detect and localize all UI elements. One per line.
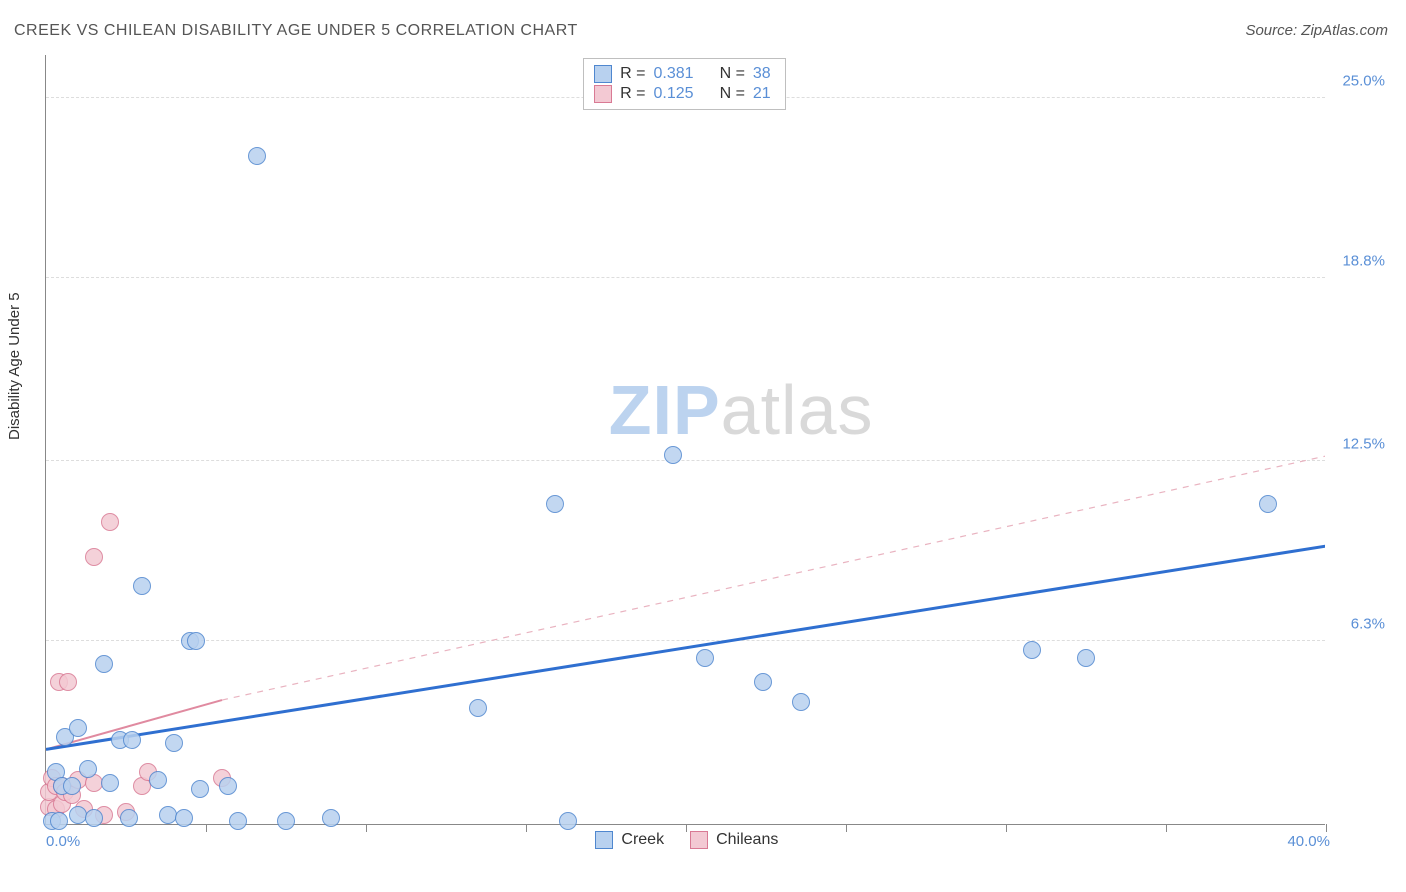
data-point <box>559 812 577 830</box>
y-tick-label: 12.5% <box>1330 435 1385 452</box>
data-point <box>165 734 183 752</box>
trend-line <box>222 456 1325 700</box>
y-tick-label: 25.0% <box>1330 72 1385 89</box>
data-point <box>1023 641 1041 659</box>
legend-item: Chileans <box>690 831 778 849</box>
stats-r-label: R = <box>620 85 645 103</box>
data-point <box>101 513 119 531</box>
data-point <box>469 699 487 717</box>
data-point <box>696 649 714 667</box>
stats-r-label: R = <box>620 65 645 83</box>
data-point <box>664 446 682 464</box>
chart-root: CREEK VS CHILEAN DISABILITY AGE UNDER 5 … <box>0 0 1406 892</box>
legend-swatch <box>594 65 612 83</box>
data-point <box>191 780 209 798</box>
stats-n-value: 38 <box>753 65 771 83</box>
data-point <box>175 809 193 827</box>
stats-row: R = 0.125 N = 21 <box>594 85 771 103</box>
x-max-label: 40.0% <box>1287 833 1330 850</box>
data-point <box>1077 649 1095 667</box>
data-point <box>229 812 247 830</box>
data-point <box>101 774 119 792</box>
y-tick-label: 6.3% <box>1330 615 1385 632</box>
y-axis-label: Disability Age Under 5 <box>6 292 23 440</box>
trend-lines <box>46 55 1325 824</box>
gridline <box>46 277 1325 278</box>
legend-label: Creek <box>621 831 664 849</box>
legend-swatch <box>690 831 708 849</box>
x-tick <box>846 824 847 832</box>
gridline <box>46 640 1325 641</box>
watermark-atlas: atlas <box>721 371 874 449</box>
stats-r-value: 0.125 <box>654 85 694 103</box>
data-point <box>69 719 87 737</box>
x-origin-label: 0.0% <box>46 833 80 850</box>
stats-r-value: 0.381 <box>654 65 694 83</box>
data-point <box>95 655 113 673</box>
stats-n-label: N = <box>720 65 745 83</box>
x-tick <box>526 824 527 832</box>
x-tick <box>1326 824 1327 832</box>
x-tick <box>206 824 207 832</box>
data-point <box>754 673 772 691</box>
gridline <box>46 460 1325 461</box>
stats-box: R = 0.381 N = 38 R = 0.125 N = 21 <box>583 58 786 110</box>
data-point <box>546 495 564 513</box>
data-point <box>792 693 810 711</box>
data-point <box>123 731 141 749</box>
trend-line <box>46 546 1325 749</box>
legend-label: Chileans <box>716 831 778 849</box>
legend-item: Creek <box>595 831 664 849</box>
watermark-zip: ZIP <box>609 371 721 449</box>
data-point <box>79 760 97 778</box>
data-point <box>277 812 295 830</box>
data-point <box>322 809 340 827</box>
data-point <box>59 673 77 691</box>
data-point <box>120 809 138 827</box>
data-point <box>219 777 237 795</box>
data-point <box>85 809 103 827</box>
y-tick-label: 18.8% <box>1330 252 1385 269</box>
bottom-legend: Creek Chileans <box>595 831 778 849</box>
plot-area: ZIPatlas 6.3%12.5%18.8%25.0%0.0%40.0%R =… <box>45 55 1325 825</box>
legend-swatch <box>594 85 612 103</box>
x-tick <box>1006 824 1007 832</box>
stats-n-label: N = <box>720 85 745 103</box>
stats-n-value: 21 <box>753 85 771 103</box>
watermark: ZIPatlas <box>609 370 874 450</box>
data-point <box>187 632 205 650</box>
stats-row: R = 0.381 N = 38 <box>594 65 771 83</box>
data-point <box>50 812 68 830</box>
data-point <box>85 548 103 566</box>
data-point <box>63 777 81 795</box>
data-point <box>248 147 266 165</box>
source-label: Source: ZipAtlas.com <box>1245 22 1388 39</box>
x-tick <box>1166 824 1167 832</box>
data-point <box>1259 495 1277 513</box>
data-point <box>133 577 151 595</box>
data-point <box>149 771 167 789</box>
chart-title: CREEK VS CHILEAN DISABILITY AGE UNDER 5 … <box>14 22 578 40</box>
x-tick <box>366 824 367 832</box>
legend-swatch <box>595 831 613 849</box>
